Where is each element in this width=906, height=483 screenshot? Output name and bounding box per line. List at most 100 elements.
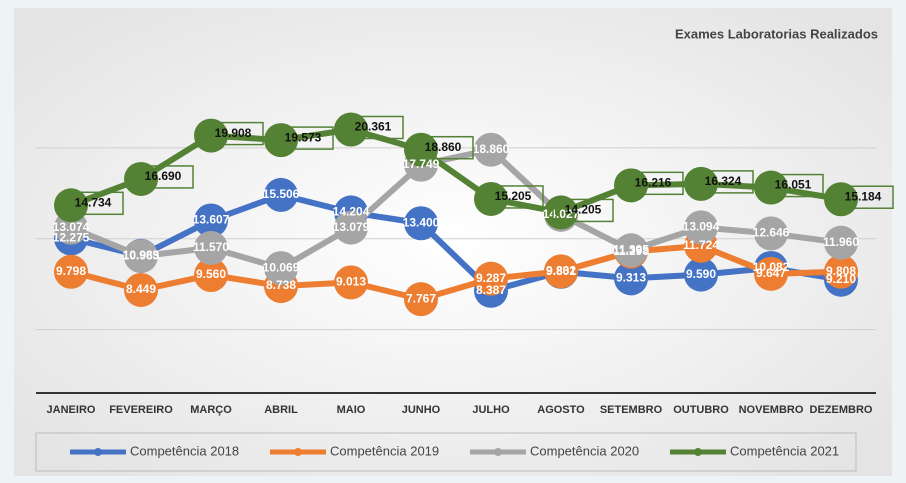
- x-tick-label: ABRIL: [264, 404, 298, 416]
- x-tick-label: MARÇO: [190, 404, 232, 416]
- data-point: [614, 233, 648, 268]
- chart-area: [14, 8, 892, 476]
- data-label: 10.985: [123, 248, 160, 262]
- data-label: 9.560: [196, 267, 226, 281]
- data-label: 15.184: [845, 189, 882, 203]
- data-label: 16.324: [705, 174, 742, 188]
- data-label: 9.590: [686, 267, 716, 281]
- data-point: [754, 256, 788, 291]
- data-point: [544, 254, 578, 289]
- data-point: [684, 210, 718, 245]
- chart-title: Exames Laboratorias Realizados: [675, 26, 878, 41]
- data-point: [124, 239, 158, 274]
- data-point: [754, 216, 788, 251]
- data-label: 9.210: [826, 272, 856, 286]
- data-label: 11.724: [683, 238, 719, 252]
- data-label: 14.205: [565, 203, 602, 217]
- x-tick-label: JANEIRO: [47, 404, 96, 416]
- data-point: [124, 272, 158, 307]
- data-label: 19.908: [215, 126, 252, 140]
- x-tick-label: SETEMBRO: [600, 404, 663, 416]
- data-point: [264, 251, 298, 286]
- legend-box: [35, 432, 857, 472]
- data-label: 19.573: [285, 130, 322, 144]
- x-tick-label: OUTUBRO: [673, 404, 729, 416]
- data-label: 9.801: [546, 264, 576, 278]
- data-label-box: [202, 121, 264, 146]
- legend-label: Competência 2019: [330, 443, 439, 458]
- legend-label: Competência 2021: [730, 443, 839, 458]
- data-label: 14.734: [75, 195, 112, 209]
- data-label: 12.646: [753, 226, 790, 240]
- data-label: 10.069: [263, 260, 300, 274]
- data-label: 13.094: [683, 220, 720, 234]
- x-tick-label: DEZEMBRO: [810, 404, 873, 416]
- data-label: 16.690: [145, 169, 182, 183]
- data-label: 13.607: [193, 213, 230, 227]
- data-label: 16.216: [635, 176, 672, 190]
- data-label: 10.082: [753, 260, 790, 274]
- data-label: 13.079: [333, 220, 370, 234]
- data-label-box: [132, 165, 194, 189]
- data-label-box: [622, 171, 684, 196]
- data-label-box: [762, 173, 824, 198]
- data-label: 11.570: [193, 240, 229, 254]
- data-point: [264, 177, 298, 212]
- legend-marker: [294, 448, 302, 456]
- data-point: [194, 230, 228, 265]
- data-point: [824, 225, 858, 260]
- data-point: [334, 265, 368, 300]
- data-label: 9.013: [336, 275, 366, 289]
- data-point: [474, 132, 508, 167]
- data-point: [194, 203, 228, 238]
- data-label-box: [832, 185, 894, 209]
- data-label: 9.808: [826, 264, 856, 278]
- legend-label: Competência 2018: [130, 443, 239, 458]
- data-label: 8.738: [266, 278, 296, 292]
- data-label: 18.860: [473, 142, 510, 156]
- data-point: [54, 254, 88, 289]
- data-point: [404, 282, 438, 317]
- x-tick-label: NOVEMBRO: [739, 404, 804, 416]
- data-label-box: [692, 170, 754, 194]
- data-label: 9.287: [476, 271, 506, 285]
- data-label: 9.313: [616, 270, 646, 284]
- data-label: 10.963: [123, 248, 160, 262]
- data-label-box: [342, 115, 404, 140]
- data-label: 17.749: [403, 157, 440, 171]
- data-label: 15.205: [495, 189, 532, 203]
- data-label: 8.387: [476, 283, 506, 297]
- data-label-box: [412, 135, 474, 160]
- data-label: 16.051: [775, 178, 812, 192]
- data-label: 9.798: [56, 264, 86, 278]
- data-label: 11.395: [613, 242, 649, 256]
- legend-marker: [694, 448, 702, 456]
- data-point: [474, 261, 508, 296]
- data-label: 9.647: [756, 266, 786, 280]
- data-label: 15.506: [263, 187, 300, 201]
- data-label: 11.960: [823, 235, 859, 249]
- legend-marker: [494, 448, 502, 456]
- data-point: [194, 257, 228, 292]
- x-tick-label: JUNHO: [402, 404, 441, 416]
- x-tick-label: AGOSTO: [537, 404, 585, 416]
- data-label: 11.298: [613, 244, 649, 258]
- data-label-box: [482, 185, 544, 209]
- data-label: 14.027: [543, 207, 580, 221]
- x-tick-label: FEVEREIRO: [109, 404, 173, 416]
- data-label: 8.449: [126, 282, 156, 296]
- data-label: 18.860: [425, 140, 462, 154]
- data-label-box: [272, 126, 334, 150]
- data-point: [404, 206, 438, 241]
- data-label: 20.361: [355, 120, 392, 134]
- data-label-box: [62, 191, 124, 216]
- data-point: [334, 210, 368, 245]
- data-label: 13.074: [53, 220, 90, 234]
- data-point: [614, 261, 648, 296]
- data-label: 14.204: [333, 205, 370, 219]
- data-label: 7.767: [406, 291, 436, 305]
- data-label: 12.275: [53, 231, 90, 245]
- x-tick-label: MAIO: [337, 404, 366, 416]
- data-point: [824, 254, 858, 289]
- data-label: 9.832: [546, 264, 576, 278]
